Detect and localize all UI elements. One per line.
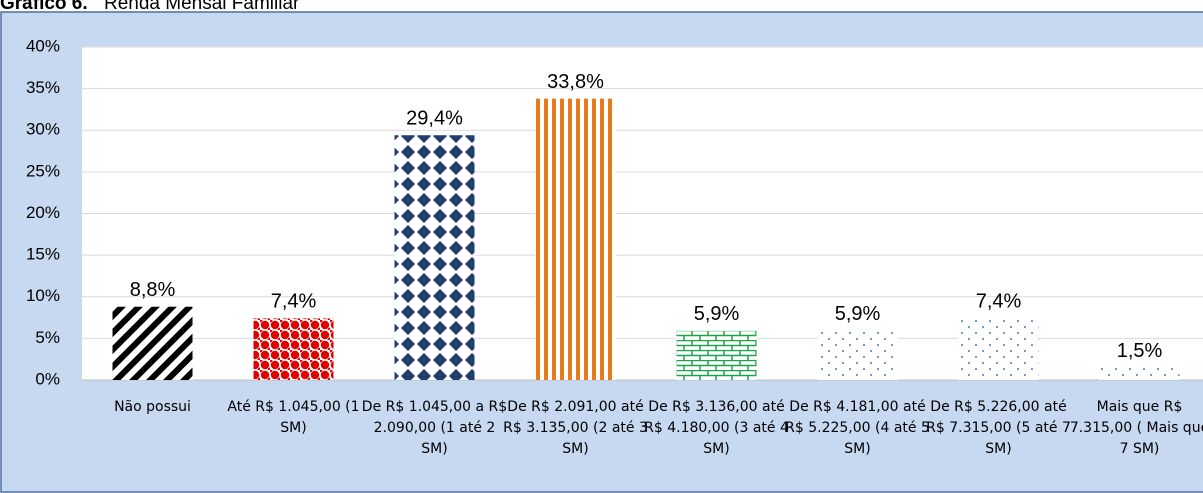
bar	[817, 330, 898, 380]
y-tick-label: 0%	[35, 369, 60, 388]
bar	[535, 98, 616, 381]
x-tick-label: De R$ 2.091,00 até R$ 3.135,00 (2 até 3 …	[503, 399, 648, 457]
bar	[958, 318, 1039, 380]
bar	[394, 135, 475, 380]
y-tick-label: 10%	[26, 286, 60, 305]
x-tick-label: De R$ 1.045,00 a R$ 2.090,00 (1 até 2 SM…	[361, 399, 508, 457]
chart-title: Renda Mensal Familiar	[104, 0, 300, 14]
y-tick-label: 20%	[26, 203, 60, 222]
data-label: 1,5%	[1117, 340, 1163, 362]
x-tick-label: Mais que R$ 7.315,00 ( Mais que 7 SM)	[1069, 399, 1203, 457]
bar	[253, 318, 334, 380]
x-tick-label: De R$ 4.181,00 até R$ 5.225,00 (4 até 5 …	[785, 399, 930, 457]
y-tick-label: 30%	[26, 120, 60, 139]
data-label: 8,8%	[130, 279, 176, 301]
data-label: 5,9%	[835, 303, 881, 325]
y-tick-label: 5%	[35, 328, 60, 347]
bar	[1099, 367, 1180, 380]
x-tick-label: De R$ 3.136,00 até R$ 4.180,00 (3 até 4 …	[644, 399, 789, 457]
y-tick-label: 15%	[26, 245, 60, 264]
x-tick-label: Não possui	[114, 399, 191, 415]
title-label: Gráfico 6.	[0, 0, 88, 14]
data-label: 7,4%	[271, 291, 317, 313]
y-tick-label: 35%	[26, 78, 60, 97]
data-label: 7,4%	[976, 291, 1022, 313]
x-tick-label: Até R$ 1.045,00 (1 SM)	[227, 399, 360, 436]
y-tick-label: 25%	[26, 161, 60, 180]
bar	[676, 330, 757, 380]
y-tick-label: 40%	[26, 36, 60, 55]
data-label: 5,9%	[694, 303, 740, 325]
data-label: 33,8%	[547, 71, 604, 93]
bar	[112, 306, 193, 380]
x-tick-label: De R$ 5.226,00 até R$ 7.315,00 (5 até 7 …	[926, 399, 1071, 457]
data-label: 29,4%	[406, 108, 463, 130]
